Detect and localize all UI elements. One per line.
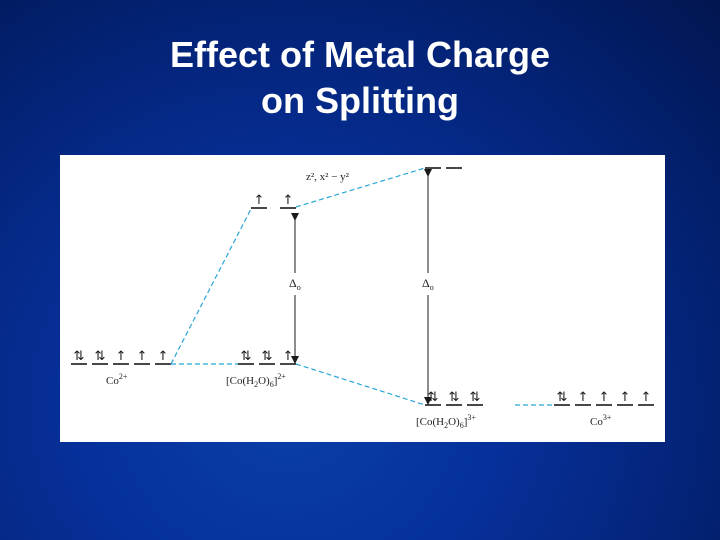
electron-pair-icon: ⇅ — [449, 390, 460, 405]
connector-eg-eg — [295, 167, 426, 208]
delta-o-label-co2: Δo — [289, 276, 301, 292]
electron-up-icon: ↑ — [283, 193, 294, 208]
electron-pair-icon: ⇅ — [241, 349, 252, 364]
co2-complex-label: [Co(H2O)6]2+ — [226, 372, 286, 389]
electron-pair-icon: ⇅ — [74, 349, 85, 364]
slide-title: Effect of Metal Charge on Splitting — [0, 32, 720, 124]
electron-pair-icon: ⇅ — [95, 349, 106, 364]
co3-complex-label: [Co(H2O)6]3+ — [416, 413, 476, 430]
electron-up-icon: ↑ — [116, 349, 127, 364]
electron-up-icon: ↑ — [599, 390, 610, 405]
co2-complex-t2g: ⇅ ⇅ ↑ [Co(H2O)6]2+ — [226, 349, 296, 389]
splitting-diagram: ⇅ ⇅ ↑ ↑ ↑ Co2+ ↑ ↑ z², x² − y² ⇅ ⇅ ↑ [Co… — [60, 155, 665, 442]
electron-pair-icon: ⇅ — [428, 390, 439, 405]
electron-pair-icon: ⇅ — [557, 390, 568, 405]
electron-up-icon: ↑ — [283, 349, 294, 364]
connector-to-eg — [170, 208, 252, 365]
electron-up-icon: ↑ — [137, 349, 148, 364]
electron-up-icon: ↑ — [620, 390, 631, 405]
eg-orbital-label: z², x² − y² — [306, 171, 350, 183]
electron-up-icon: ↑ — [578, 390, 589, 405]
delta-o-label-bg — [286, 273, 304, 295]
electron-pair-icon: ⇅ — [470, 390, 481, 405]
co3-ion-levels: ⇅ ↑ ↑ ↑ ↑ Co3+ — [554, 390, 654, 428]
delta-o-label-bg — [419, 273, 437, 295]
co2-ion-label: Co2+ — [106, 372, 128, 387]
delta-o-label-co3: Δo — [422, 276, 434, 292]
title-line-1: Effect of Metal Charge — [169, 34, 551, 75]
co2-complex-eg: ↑ ↑ — [251, 193, 296, 209]
electron-pair-icon: ⇅ — [262, 349, 273, 364]
electron-up-icon: ↑ — [254, 193, 265, 208]
electron-up-icon: ↑ — [158, 349, 169, 364]
co3-complex-t2g: ⇅ ⇅ ⇅ [Co(H2O)6]3+ — [416, 390, 483, 430]
connector-t2g-t2g — [295, 363, 426, 406]
electron-up-icon: ↑ — [641, 390, 652, 405]
co2-ion-levels: ⇅ ⇅ ↑ ↑ ↑ Co2+ — [71, 349, 171, 387]
co3-ion-label: Co3+ — [590, 413, 612, 428]
title-line-2: on Splitting — [261, 80, 459, 121]
